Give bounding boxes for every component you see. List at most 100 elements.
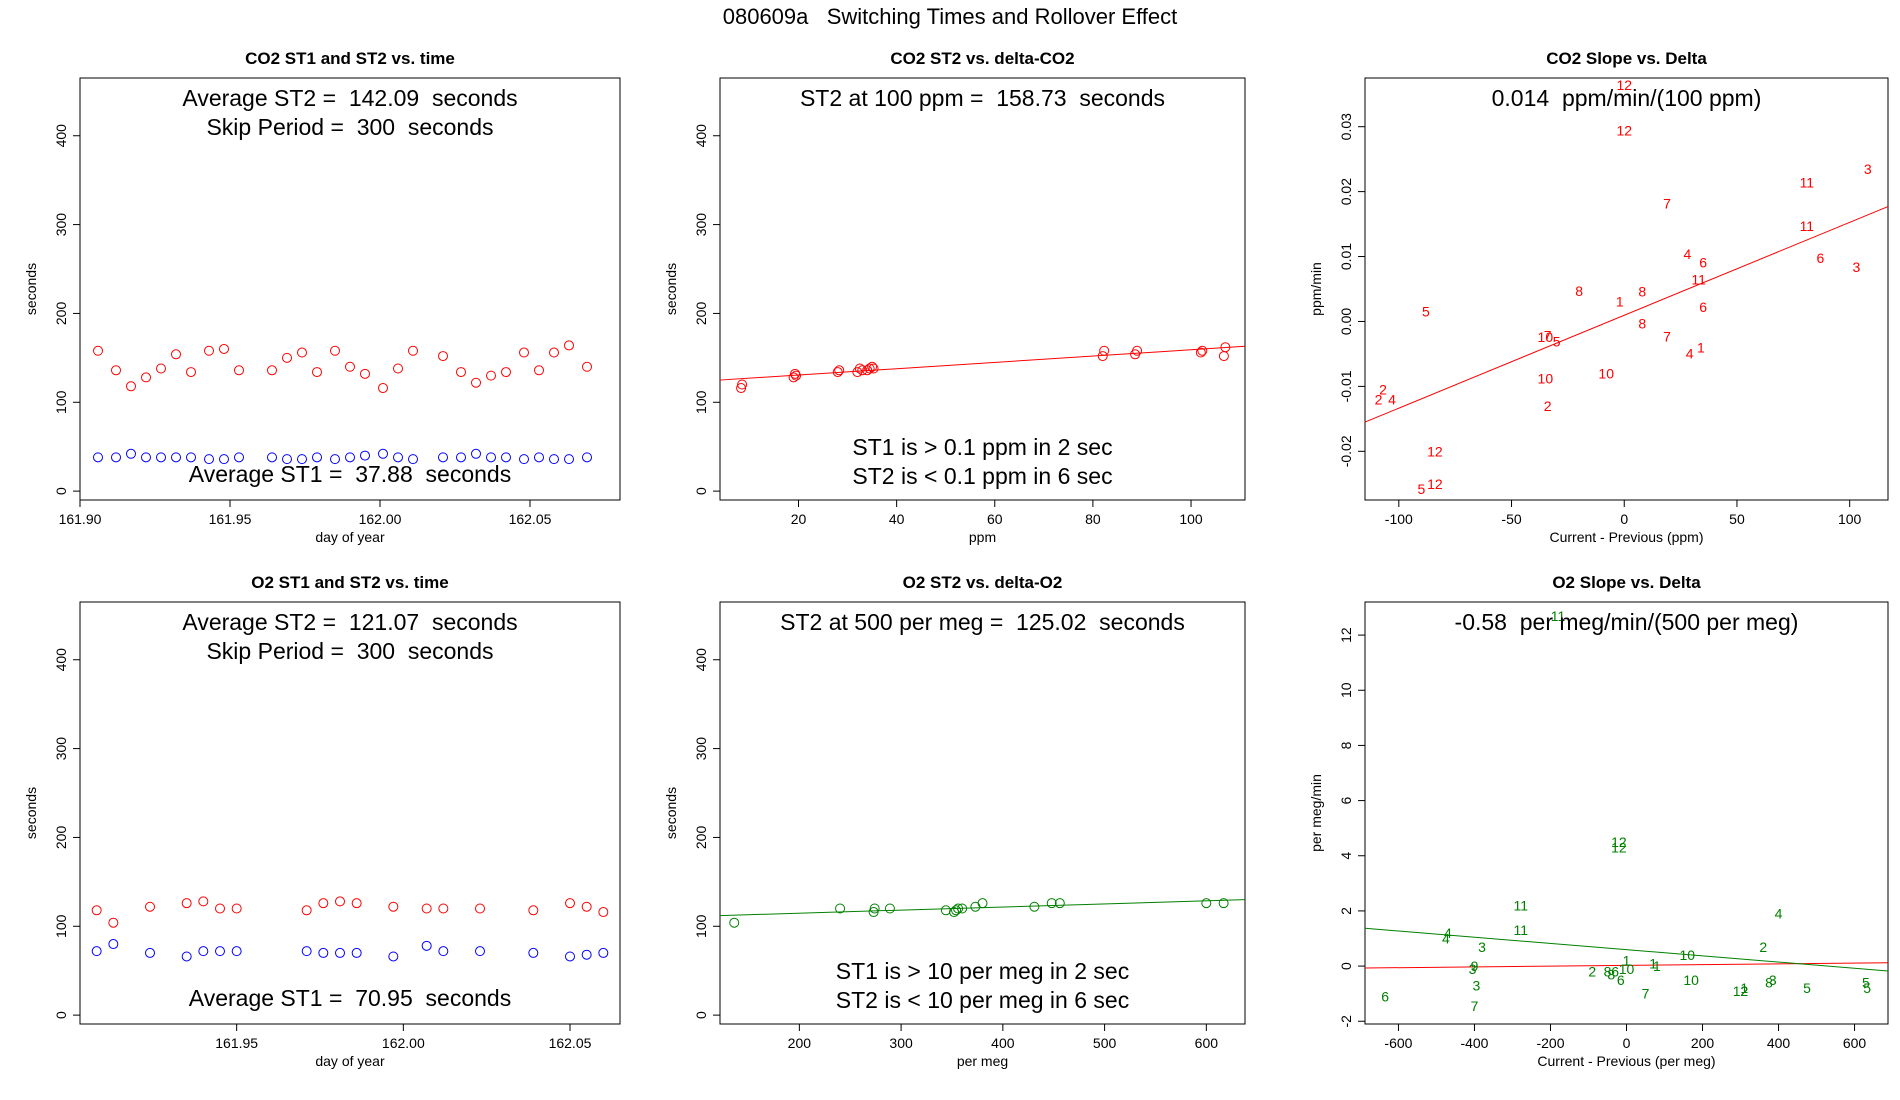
data-point — [549, 454, 559, 465]
point-label: 1 — [1697, 339, 1705, 355]
data-point — [957, 903, 968, 914]
data-point — [186, 367, 196, 378]
x-tick-label: 0 — [1620, 511, 1628, 527]
x-tick-label: -100 — [1385, 511, 1413, 527]
data-point — [181, 951, 192, 962]
data-point — [156, 363, 166, 374]
data-point — [1197, 345, 1208, 356]
point-label: 3 — [1472, 977, 1480, 993]
point-label: 6 — [1699, 254, 1707, 270]
data-point — [736, 383, 747, 394]
y-tick-label: 200 — [693, 826, 709, 850]
point-label: 10 — [1683, 972, 1699, 988]
data-point — [312, 452, 322, 463]
data-point — [351, 947, 362, 958]
y-tick-label: 300 — [693, 213, 709, 237]
data-point — [456, 367, 466, 378]
data-point — [868, 363, 879, 374]
data-point — [186, 452, 196, 463]
point-label: 5 — [1803, 980, 1811, 996]
data-point — [267, 365, 277, 376]
y-tick-label: 100 — [53, 914, 69, 938]
data-point — [126, 381, 136, 392]
data-point — [854, 363, 865, 374]
y-tick-label: 8 — [1338, 741, 1354, 749]
data-point — [145, 901, 155, 912]
data-point — [501, 452, 511, 463]
x-axis-label: per meg — [957, 1053, 1008, 1069]
x-tick-label: 300 — [889, 1035, 913, 1051]
x-tick-label: 400 — [991, 1035, 1015, 1051]
y-tick-label: 0 — [53, 1011, 69, 1019]
point-label: 4 — [1683, 246, 1691, 262]
point-label: 12 — [1616, 77, 1632, 93]
data-point — [581, 901, 592, 912]
data-point — [360, 368, 370, 379]
data-point — [565, 898, 575, 909]
data-point — [111, 452, 121, 463]
y-tick-label: 400 — [53, 648, 69, 672]
annotation-text: ST1 is > 0.1 ppm in 2 sec — [852, 434, 1112, 460]
data-point — [141, 372, 151, 383]
data-point — [330, 454, 340, 465]
data-point — [564, 340, 574, 351]
data-point — [598, 907, 609, 918]
point-label: 7 — [1663, 195, 1671, 211]
data-point — [951, 905, 962, 916]
y-tick-label: -2 — [1338, 1015, 1354, 1028]
point-label: 12 — [1733, 983, 1749, 999]
y-tick-label: 400 — [53, 124, 69, 148]
x-tick-label: 162.00 — [359, 511, 402, 527]
point-label: 5 — [1553, 334, 1561, 350]
chart-title: CO2 Slope vs. Delta — [1546, 49, 1707, 68]
data-point — [565, 951, 575, 962]
point-label: 6 — [1699, 299, 1707, 315]
data-point — [549, 347, 559, 358]
data-point — [864, 363, 875, 374]
x-tick-label: 50 — [1729, 511, 1745, 527]
data-point — [421, 940, 432, 951]
fit-line — [1364, 206, 1889, 423]
y-tick-label: 2 — [1338, 907, 1354, 915]
chart-title: O2 Slope vs. Delta — [1552, 573, 1701, 592]
data-point — [301, 946, 312, 957]
point-label: 11 — [1691, 271, 1706, 287]
data-point — [1099, 345, 1110, 356]
x-tick-label: 80 — [1085, 511, 1101, 527]
data-point — [519, 454, 529, 465]
x-tick-label: 100 — [1179, 511, 1203, 527]
y-axis-label: seconds — [23, 787, 39, 839]
data-point — [204, 454, 214, 465]
x-tick-label: 161.95 — [215, 1035, 258, 1051]
data-point — [1195, 347, 1206, 358]
x-axis-label: day of year — [315, 1053, 385, 1069]
y-tick-label: -0.01 — [1338, 370, 1354, 402]
chart-title: CO2 ST2 vs. delta-CO2 — [890, 49, 1074, 68]
x-tick-label: 200 — [788, 1035, 812, 1051]
annotation-text: ST2 at 100 ppm = 158.73 seconds — [800, 85, 1165, 111]
data-point — [832, 367, 843, 378]
y-tick-label: -0.02 — [1338, 435, 1354, 467]
data-point — [234, 452, 244, 463]
x-tick-label: 161.95 — [209, 511, 252, 527]
point-label: 5 — [1862, 975, 1870, 991]
data-point — [790, 368, 801, 379]
x-axis-label: ppm — [969, 529, 996, 545]
data-point — [940, 905, 951, 916]
point-label: 2 — [1379, 382, 1387, 398]
x-tick-label: -200 — [1536, 1035, 1564, 1051]
y-tick-label: 200 — [53, 302, 69, 326]
data-point — [267, 452, 277, 463]
point-label: 7 — [1642, 986, 1650, 1002]
data-point — [970, 901, 981, 912]
data-point — [388, 901, 399, 912]
data-point — [791, 370, 802, 381]
data-point — [471, 448, 481, 459]
y-tick-label: 4 — [1338, 852, 1354, 860]
data-point — [857, 365, 868, 376]
data-point — [1218, 898, 1229, 909]
x-tick-label: 500 — [1093, 1035, 1117, 1051]
annotation-text: ST2 at 500 per meg = 125.02 seconds — [780, 609, 1185, 635]
